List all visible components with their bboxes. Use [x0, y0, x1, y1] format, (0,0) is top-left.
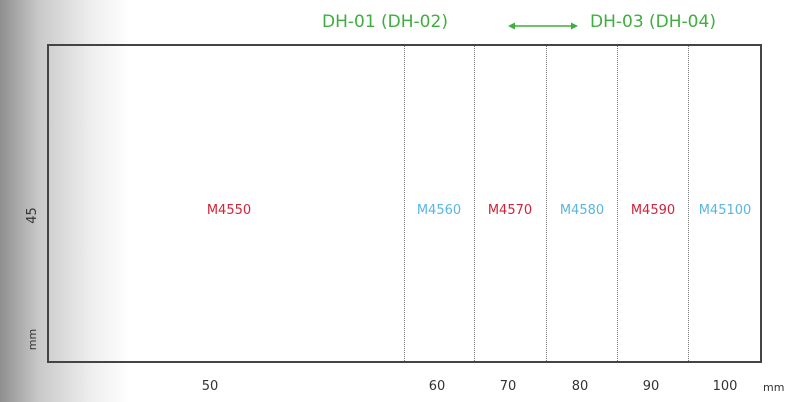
divider-line	[546, 46, 547, 361]
width-tick: 60	[429, 379, 446, 394]
size-label-m4550: M4550	[207, 203, 251, 218]
width-tick: 100	[713, 379, 738, 394]
width-tick: 50	[202, 379, 219, 394]
size-label-m4570: M4570	[488, 203, 532, 218]
width-unit-label: mm	[763, 381, 784, 394]
height-value-label: 45	[25, 207, 40, 224]
height-unit-label: mm	[26, 329, 39, 350]
size-label-m4580: M4580	[560, 203, 604, 218]
size-label-m4590: M4590	[631, 203, 675, 218]
width-tick: 80	[572, 379, 589, 394]
divider-line	[688, 46, 689, 361]
divider-line	[617, 46, 618, 361]
width-tick: 90	[643, 379, 660, 394]
header-right-label: DH-03 (DH-04)	[590, 12, 716, 32]
double-arrow-icon	[508, 21, 578, 31]
header-left-label: DH-01 (DH-02)	[322, 12, 448, 32]
size-label-m45100: M45100	[699, 203, 752, 218]
size-label-m4560: M4560	[417, 203, 461, 218]
divider-line	[404, 46, 405, 361]
divider-line	[474, 46, 475, 361]
width-tick: 70	[500, 379, 517, 394]
